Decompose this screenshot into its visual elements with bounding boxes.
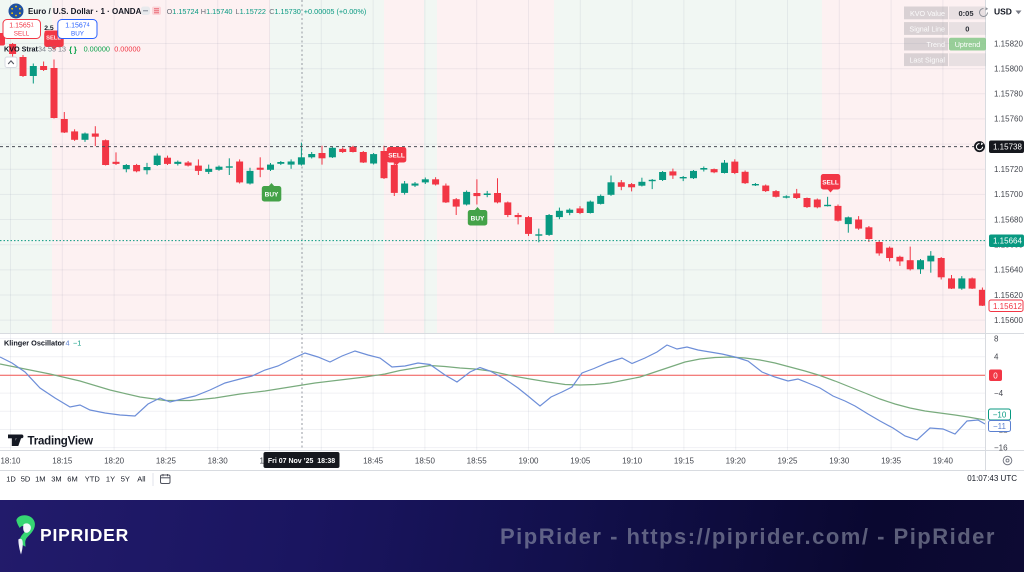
svg-text:0:05: 0:05: [958, 9, 973, 18]
svg-text:C1.15730: C1.15730: [269, 7, 301, 16]
svg-text:1.15664: 1.15664: [993, 237, 1022, 246]
svg-text:0.00000: 0.00000: [84, 45, 110, 54]
svg-text:H1.15740: H1.15740: [201, 7, 233, 16]
svg-text:SELL: SELL: [14, 31, 30, 38]
svg-text:−16: −16: [994, 443, 1008, 452]
svg-text:19:25: 19:25: [777, 457, 798, 466]
svg-text:0: 0: [993, 371, 998, 380]
svg-text:19:40: 19:40: [933, 457, 954, 466]
svg-text:1.15820: 1.15820: [994, 39, 1023, 48]
svg-text:4: 4: [66, 339, 70, 348]
svg-text:18:20: 18:20: [104, 457, 125, 466]
svg-text:SELL: SELL: [46, 35, 61, 41]
svg-text:19:30: 19:30: [829, 457, 850, 466]
svg-text:18:25: 18:25: [156, 457, 177, 466]
svg-text:YTD: YTD: [85, 475, 101, 484]
svg-text:SELL: SELL: [388, 153, 405, 160]
svg-text:18:55: 18:55: [467, 457, 488, 466]
svg-text:19:20: 19:20: [726, 457, 747, 466]
svg-text:1M: 1M: [35, 475, 45, 484]
svg-text:18:15: 18:15: [52, 457, 73, 466]
svg-text:Fri 07 Nov ’25 18:38: Fri 07 Nov ’25 18:38: [268, 458, 335, 465]
svg-text:+0.00005 (+0.00%): +0.00005 (+0.00%): [304, 7, 366, 16]
svg-text:34 55 13: 34 55 13: [38, 45, 66, 54]
svg-text:19:15: 19:15: [674, 457, 695, 466]
svg-text:19:35: 19:35: [881, 457, 902, 466]
svg-text:1.15674: 1.15674: [65, 22, 89, 30]
svg-text:−4: −4: [994, 389, 1004, 398]
svg-text:1.15640: 1.15640: [994, 266, 1023, 275]
svg-text:BUY: BUY: [471, 216, 485, 223]
svg-text:1.15780: 1.15780: [994, 90, 1023, 99]
svg-text:1.15680: 1.15680: [994, 215, 1023, 224]
svg-text:1.15738: 1.15738: [993, 143, 1022, 152]
svg-text:0.00000: 0.00000: [114, 45, 140, 54]
svg-text:−1: −1: [73, 339, 81, 348]
svg-text:19:00: 19:00: [518, 457, 539, 466]
svg-text:1.15800: 1.15800: [994, 65, 1023, 74]
svg-text:5Y: 5Y: [121, 475, 130, 484]
svg-text:SELL: SELL: [822, 180, 839, 187]
svg-text:18:10: 18:10: [0, 457, 21, 466]
svg-text:1.15700: 1.15700: [994, 190, 1023, 199]
svg-text:18:45: 18:45: [363, 457, 384, 466]
svg-text:2.5: 2.5: [44, 25, 54, 32]
svg-text:TradingView: TradingView: [28, 436, 94, 448]
svg-text:8: 8: [994, 334, 999, 343]
svg-text:3M: 3M: [51, 475, 61, 484]
svg-text:1D: 1D: [6, 475, 16, 484]
svg-text:L1.15722: L1.15722: [236, 7, 266, 16]
svg-text:1Y: 1Y: [106, 475, 115, 484]
svg-text:KVO Strat: KVO Strat: [4, 45, 39, 54]
svg-text:USD: USD: [994, 7, 1012, 17]
svg-text:01:07:43 UTC: 01:07:43 UTC: [967, 474, 1017, 483]
svg-text:1.15651: 1.15651: [9, 22, 33, 30]
svg-text:19:10: 19:10: [622, 457, 643, 466]
svg-text:1.15620: 1.15620: [994, 291, 1023, 300]
svg-text:6M: 6M: [67, 475, 77, 484]
svg-text:Euro / U.S. Dollar · 1 · OANDA: Euro / U.S. Dollar · 1 · OANDA: [28, 7, 142, 16]
svg-text:KVO Value: KVO Value: [910, 9, 945, 18]
svg-text:{ }: { }: [69, 46, 77, 55]
svg-text:−10: −10: [993, 411, 1007, 420]
svg-text:1.15760: 1.15760: [994, 115, 1023, 124]
svg-text:Klinger Oscillator: Klinger Oscillator: [4, 339, 65, 348]
svg-text:Last Signal: Last Signal: [909, 56, 945, 65]
svg-text:1.15720: 1.15720: [994, 165, 1023, 174]
svg-text:Trend: Trend: [926, 40, 945, 49]
svg-text:BUY: BUY: [265, 192, 279, 199]
svg-text:18:30: 18:30: [208, 457, 229, 466]
svg-text:Uptrend: Uptrend: [955, 40, 981, 49]
svg-text:O1.15724: O1.15724: [167, 7, 199, 16]
svg-text:BUY: BUY: [71, 31, 85, 38]
svg-text:4: 4: [994, 353, 999, 362]
svg-text:1.15612: 1.15612: [993, 302, 1022, 311]
svg-text:−11: −11: [993, 422, 1007, 431]
svg-text:1.15600: 1.15600: [994, 316, 1023, 325]
svg-text:19:05: 19:05: [570, 457, 591, 466]
svg-text:0: 0: [965, 25, 969, 34]
svg-text:All: All: [137, 475, 146, 484]
svg-text:18:50: 18:50: [415, 457, 436, 466]
svg-text:5D: 5D: [21, 475, 31, 484]
svg-text:Signal Line: Signal Line: [909, 24, 945, 33]
